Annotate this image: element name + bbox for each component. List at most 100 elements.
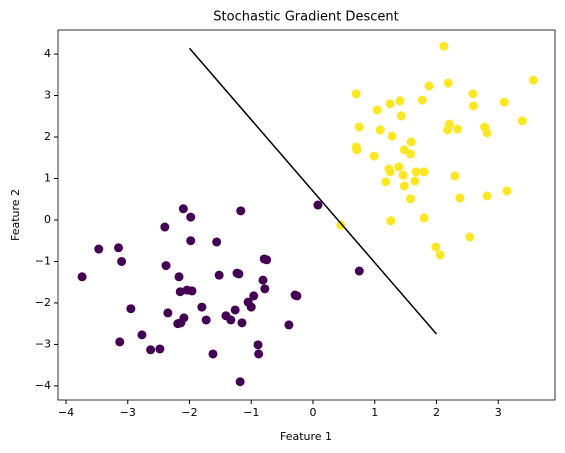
point bbox=[499, 97, 509, 107]
point bbox=[137, 330, 147, 340]
point bbox=[173, 319, 183, 329]
y-tick-label: −4 bbox=[35, 379, 51, 392]
point bbox=[313, 200, 323, 210]
point bbox=[212, 237, 222, 247]
point bbox=[406, 137, 416, 147]
point bbox=[385, 167, 395, 177]
point bbox=[351, 89, 361, 99]
point bbox=[469, 101, 479, 111]
point bbox=[260, 284, 270, 294]
point bbox=[482, 191, 492, 201]
point bbox=[406, 194, 416, 204]
y-tick-label: 2 bbox=[44, 130, 51, 143]
point bbox=[292, 291, 302, 301]
point bbox=[375, 125, 385, 135]
point bbox=[502, 186, 512, 196]
point bbox=[455, 193, 465, 203]
point bbox=[398, 170, 408, 180]
x-tick-label: −1 bbox=[243, 406, 259, 419]
point bbox=[387, 131, 397, 141]
point bbox=[452, 124, 462, 134]
point bbox=[369, 151, 379, 161]
y-tick-label: 1 bbox=[44, 171, 51, 184]
point bbox=[394, 162, 404, 172]
point bbox=[443, 78, 453, 88]
point bbox=[406, 149, 416, 159]
x-tick-label: −4 bbox=[58, 406, 74, 419]
point bbox=[77, 272, 87, 282]
point bbox=[450, 171, 460, 181]
point bbox=[186, 212, 196, 222]
point bbox=[126, 304, 136, 314]
point bbox=[226, 315, 236, 325]
point bbox=[230, 305, 240, 315]
point bbox=[208, 349, 218, 359]
x-tick-label: 3 bbox=[495, 406, 502, 419]
point bbox=[236, 206, 246, 216]
point bbox=[465, 232, 475, 242]
point bbox=[178, 204, 188, 214]
y-tick-label: −1 bbox=[35, 254, 51, 267]
point bbox=[284, 320, 294, 330]
point bbox=[246, 302, 256, 312]
point bbox=[163, 308, 173, 318]
point bbox=[399, 181, 409, 191]
point bbox=[186, 236, 196, 246]
point bbox=[385, 99, 395, 109]
point bbox=[482, 128, 492, 138]
point bbox=[161, 261, 171, 271]
chart-title: Stochastic Gradient Descent bbox=[213, 10, 398, 25]
y-tick-label: 4 bbox=[44, 47, 51, 60]
point bbox=[258, 275, 268, 285]
point bbox=[443, 125, 453, 135]
point bbox=[395, 96, 405, 106]
y-tick-label: 3 bbox=[44, 89, 51, 102]
point bbox=[197, 302, 207, 312]
point bbox=[187, 286, 197, 296]
point bbox=[419, 213, 429, 223]
point bbox=[468, 89, 478, 99]
point bbox=[439, 41, 449, 51]
point bbox=[160, 222, 170, 232]
point bbox=[352, 145, 362, 155]
point bbox=[117, 256, 127, 266]
point bbox=[411, 167, 421, 177]
point bbox=[253, 340, 263, 350]
point bbox=[94, 244, 104, 254]
point bbox=[175, 287, 185, 297]
point bbox=[155, 344, 165, 354]
point bbox=[235, 377, 245, 387]
point bbox=[517, 116, 527, 126]
point bbox=[234, 269, 244, 279]
point bbox=[354, 266, 364, 276]
point bbox=[336, 220, 346, 230]
point bbox=[381, 177, 391, 187]
x-tick-label: 2 bbox=[433, 406, 440, 419]
x-tick-label: −3 bbox=[120, 406, 136, 419]
x-tick-label: 0 bbox=[309, 406, 316, 419]
x-tick-label: −2 bbox=[181, 406, 197, 419]
point bbox=[431, 242, 441, 252]
decision-line bbox=[188, 47, 438, 335]
point bbox=[354, 122, 364, 132]
point bbox=[237, 318, 247, 328]
point bbox=[174, 272, 184, 282]
point bbox=[424, 81, 434, 91]
point bbox=[254, 349, 264, 359]
y-tick-label: 0 bbox=[44, 213, 51, 226]
y-tick-label: −3 bbox=[35, 337, 51, 350]
y-axis-label: Feature 2 bbox=[9, 189, 22, 241]
point bbox=[146, 345, 156, 355]
point bbox=[249, 291, 259, 301]
point bbox=[262, 255, 272, 265]
point bbox=[419, 167, 429, 177]
point bbox=[214, 270, 224, 280]
point bbox=[114, 243, 124, 253]
point bbox=[115, 337, 125, 347]
point bbox=[396, 111, 406, 121]
plot-frame bbox=[57, 29, 556, 401]
x-axis-label: Feature 1 bbox=[280, 430, 332, 443]
point bbox=[372, 105, 382, 115]
point bbox=[410, 176, 420, 186]
